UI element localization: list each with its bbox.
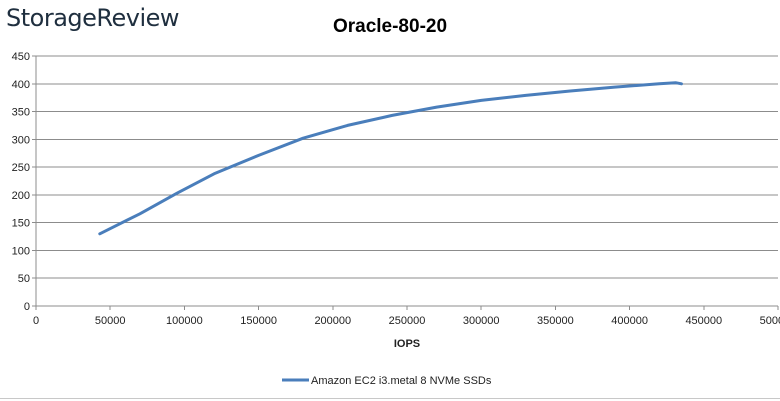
storagereview-logo: StorageReview bbox=[6, 4, 180, 32]
y-tick-label: 450 bbox=[12, 51, 30, 63]
bottom-divider bbox=[0, 398, 780, 399]
x-tick-label: 50000 bbox=[95, 315, 126, 327]
legend-label: Amazon EC2 i3.metal 8 NVMe SSDs bbox=[311, 375, 492, 387]
x-tick-label: 400000 bbox=[611, 315, 648, 327]
series-line-0 bbox=[98, 81, 683, 236]
y-tick-label: 150 bbox=[12, 218, 30, 230]
x-tick-label: 100000 bbox=[166, 315, 203, 327]
x-tick-label: 300000 bbox=[463, 315, 500, 327]
y-tick-label: 0 bbox=[24, 301, 30, 313]
x-tick-label: 350000 bbox=[537, 315, 574, 327]
y-tick-label: 200 bbox=[12, 190, 30, 202]
chart-title: Oracle-80-20 bbox=[332, 16, 448, 37]
axes bbox=[32, 55, 779, 310]
y-tick-label: 250 bbox=[12, 162, 30, 174]
x-tick-label: 200000 bbox=[314, 315, 351, 327]
x-tick-label: 150000 bbox=[240, 315, 277, 327]
y-tick-label: 300 bbox=[12, 134, 30, 146]
y-tick-label: 400 bbox=[12, 79, 30, 91]
y-tick-label: 100 bbox=[12, 245, 30, 257]
y-tick-label: 50 bbox=[18, 273, 30, 285]
series-group bbox=[98, 81, 683, 236]
y-tick-label: 350 bbox=[12, 107, 30, 119]
x-tick-label: 500000 bbox=[760, 315, 780, 327]
x-axis-title: IOPS bbox=[394, 338, 420, 350]
x-tick-label: 450000 bbox=[685, 315, 722, 327]
y-axis-tick-labels: 0 50 100 150 200 250 300 350 400 450 bbox=[12, 51, 30, 313]
x-axis-tick-labels: 0 50000 100000 150000 200000 250000 300000 3500… bbox=[33, 315, 780, 327]
gridlines bbox=[36, 55, 778, 279]
x-tick-label: 250000 bbox=[389, 315, 426, 327]
legend: Amazon EC2 i3.metal 8 NVMe SSDs bbox=[282, 375, 492, 387]
x-tick-label: 0 bbox=[33, 315, 39, 327]
